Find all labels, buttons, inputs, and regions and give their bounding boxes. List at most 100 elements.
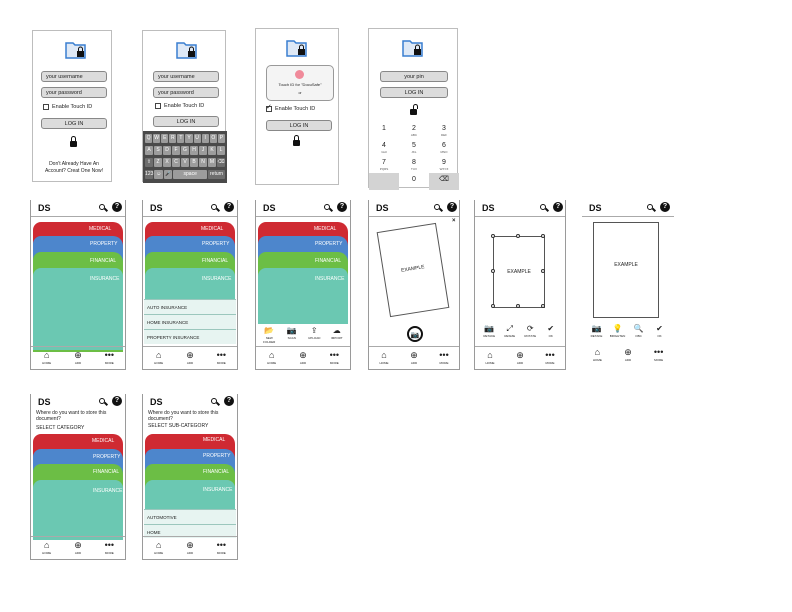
pin-pad[interactable]: 1 2 ABC 3 DEF 4 GHI 5 JKL 6 MNO 7 PQRS 8 TUV 9 WXYZ 0 ⌫: [369, 122, 459, 190]
keyboard-key[interactable]: D: [163, 146, 171, 155]
pin-key[interactable]: 1: [382, 125, 386, 132]
keyboard-key[interactable]: return: [208, 170, 225, 179]
backspace-key[interactable]: ⌫: [429, 173, 459, 190]
pin-key[interactable]: 7 PQRS: [379, 159, 389, 171]
nav-home[interactable]: ⌂ HOME: [154, 540, 164, 555]
username-field[interactable]: your username: [153, 71, 219, 82]
help-icon[interactable]: ?: [660, 202, 670, 212]
keyboard-key[interactable]: F: [172, 146, 180, 155]
import-button[interactable]: ☁ IMPORT: [330, 326, 343, 340]
keyboard-key[interactable]: K: [208, 146, 216, 155]
keyboard-key[interactable]: X: [163, 158, 171, 167]
keyboard-key[interactable]: B: [190, 158, 198, 167]
keyboard-key[interactable]: M: [208, 158, 216, 167]
nav-home[interactable]: ⌂ HOME: [42, 350, 52, 365]
brighten-button[interactable]: 💡 BRIGHTEN: [609, 324, 626, 338]
nav-more[interactable]: ••• MORE: [329, 350, 340, 365]
pin-key[interactable]: 4 GHI: [381, 142, 387, 154]
nav-more[interactable]: ••• MORE: [545, 350, 555, 365]
ocr-button[interactable]: 🔍 OBC: [633, 324, 644, 338]
touch-id-toggle[interactable]: Enable Touch ID: [266, 104, 315, 113]
crop-handle[interactable]: [541, 304, 545, 308]
nav-more[interactable]: ••• MORE: [104, 540, 115, 555]
login-button[interactable]: LOG IN: [266, 120, 332, 131]
keyboard-key[interactable]: C: [172, 158, 180, 167]
keyboard-key[interactable]: I: [201, 134, 209, 143]
nav-more[interactable]: ••• MORE: [216, 350, 227, 365]
ok-button[interactable]: ✔ OK: [656, 324, 663, 338]
keyboard-key[interactable]: U: [193, 134, 201, 143]
close-icon[interactable]: ×: [452, 218, 456, 224]
username-field[interactable]: your username: [41, 71, 107, 82]
signup-link[interactable]: Don't Already Have An Account? Creat One…: [44, 161, 104, 174]
nav-add[interactable]: ⊕ ADD: [299, 350, 307, 365]
login-button[interactable]: LOG IN: [380, 87, 448, 98]
keyboard-key[interactable]: S: [154, 146, 162, 155]
rotate-button[interactable]: ⟳ ROTATE: [524, 324, 537, 338]
tab-insurance[interactable]: [145, 268, 235, 300]
keyboard-key[interactable]: 123: [145, 170, 154, 179]
crop-handle[interactable]: [491, 269, 495, 273]
help-icon[interactable]: ?: [224, 396, 234, 406]
crop-handle[interactable]: [516, 234, 520, 238]
search-icon[interactable]: [324, 204, 330, 210]
keyboard-key[interactable]: V: [181, 158, 189, 167]
keyboard-key[interactable]: A: [145, 146, 153, 155]
touch-id-dialog[interactable]: Touch ID for "DocuSafe" or: [266, 65, 334, 101]
search-icon[interactable]: [211, 398, 217, 404]
nav-add[interactable]: ⊕ ADD: [74, 350, 82, 365]
new-folder-button[interactable]: 📂 NEW FOLDER: [263, 326, 276, 344]
nav-add[interactable]: ⊕ ADD: [624, 347, 632, 362]
pin-key[interactable]: [369, 173, 399, 190]
list-item[interactable]: HOME: [144, 524, 236, 538]
keyboard-key[interactable]: R: [169, 134, 177, 143]
pin-key[interactable]: 8 TUV: [411, 159, 417, 171]
crop-handle[interactable]: [541, 269, 545, 273]
nav-more[interactable]: ••• MORE: [439, 350, 449, 365]
nav-add[interactable]: ⊕ ADD: [74, 540, 82, 555]
touch-id-checkbox[interactable]: [43, 103, 49, 110]
resize-button[interactable]: ⤢ RESIZE: [504, 324, 516, 338]
pin-key[interactable]: 0: [412, 176, 416, 183]
search-icon[interactable]: [647, 204, 653, 210]
tab-insurance[interactable]: [33, 480, 123, 540]
nav-add[interactable]: ⊕ ADD: [186, 540, 194, 555]
search-icon[interactable]: [99, 204, 105, 210]
pin-key[interactable]: 2 ABC: [410, 125, 418, 137]
tab-insurance[interactable]: [33, 268, 123, 350]
pin-key[interactable]: 6 MNO: [440, 142, 448, 154]
nav-more[interactable]: ••• MORE: [216, 540, 227, 555]
keyboard-key[interactable]: space: [173, 170, 208, 179]
keyboard-key[interactable]: Q: [145, 134, 153, 143]
keyboard-key[interactable]: J: [199, 146, 207, 155]
crop-handle[interactable]: [516, 304, 520, 308]
list-item[interactable]: PROPERTY INSURANCE: [144, 329, 236, 344]
keyboard-key[interactable]: T: [177, 134, 185, 143]
keyboard-key[interactable]: Y: [185, 134, 193, 143]
tab-insurance[interactable]: [258, 268, 348, 324]
touch-id-toggle[interactable]: Enable Touch ID: [155, 102, 204, 110]
keyboard-key[interactable]: ⇧: [145, 158, 153, 167]
nav-home[interactable]: ⌂ HOME: [592, 347, 602, 362]
touch-id-checkbox[interactable]: [155, 102, 161, 109]
list-item[interactable]: AUTO INSURANCE: [144, 299, 236, 314]
pin-key[interactable]: 9 WXYZ: [439, 159, 449, 171]
search-icon[interactable]: [434, 204, 440, 210]
touch-id-checkbox[interactable]: [266, 104, 272, 112]
upload-button[interactable]: ⇪ UPLOAD: [308, 326, 321, 340]
password-field[interactable]: your password: [153, 87, 219, 98]
keyboard-key[interactable]: ☺: [154, 170, 163, 179]
keyboard-key[interactable]: W: [153, 134, 161, 143]
nav-home[interactable]: ⌂ HOME: [267, 350, 277, 365]
keyboard-key[interactable]: E: [161, 134, 169, 143]
nav-more[interactable]: ••• MORE: [104, 350, 115, 365]
keyboard[interactable]: Q W E R T Y U I O P A S D F G H J K L ⇧ Z X C V B N M ⌫ 123 ☺ 🎤 space re…: [143, 131, 227, 183]
pin-key[interactable]: 3 DEF: [441, 125, 447, 137]
keyboard-key[interactable]: N: [199, 158, 207, 167]
help-icon[interactable]: ?: [112, 202, 122, 212]
scan-button[interactable]: 📷 SCAN: [286, 326, 297, 340]
search-icon[interactable]: [540, 204, 546, 210]
nav-more[interactable]: ••• MORE: [653, 347, 664, 362]
help-icon[interactable]: ?: [447, 202, 457, 212]
keyboard-key[interactable]: P: [217, 134, 225, 143]
